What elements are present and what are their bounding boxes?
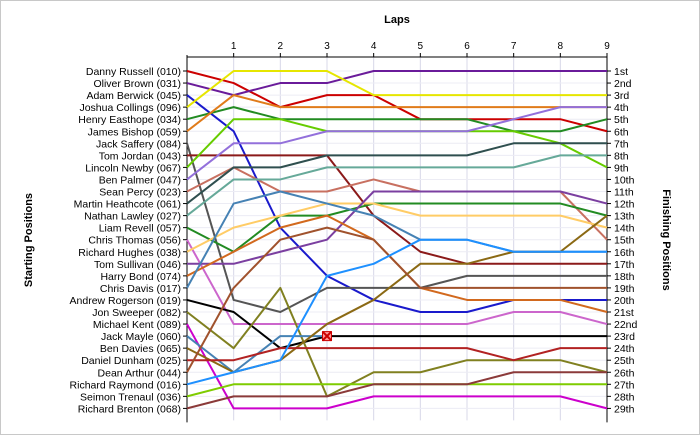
starting-position-label: Tom Sullivan (046) [94,259,181,271]
lap-tick-label: 2 [278,41,284,52]
chart-title: Laps [384,14,410,26]
finishing-position-label: 1st [614,66,628,78]
starting-position-label: Richard Brenton (068) [78,403,181,415]
starting-position-label: Daniel Dunham (025) [81,355,181,367]
series-line [187,347,607,362]
starting-position-label: Lincoln Newby (067) [85,162,181,174]
lap-tick-label: 9 [604,41,610,52]
series-line [186,202,608,253]
finishing-position-label: 13th [614,211,635,223]
chart-labels: 1 2 3 4 5 6 7 8 9 Danny Russell (010)Oliver Brown… [70,41,638,415]
finishing-position-label: 22nd [614,319,638,331]
finishing-position-label: 10th [614,174,635,186]
starting-position-label: Michael Kent (089) [93,319,181,331]
starting-position-label: Jack Saffery (084) [96,138,181,150]
finishing-position-label: 15th [614,235,635,247]
starting-position-label: Dean Arthur (044) [98,367,181,379]
starting-position-label: Chris Thomas (056) [88,235,181,247]
starting-position-label: Seimon Trenaul (036) [80,391,181,403]
series-line [186,226,607,373]
series-line [186,286,608,398]
series-line [186,70,607,108]
series-line [186,106,608,133]
finishing-position-label: 23rd [614,331,635,343]
finishing-position-label: 7th [614,138,629,150]
finishing-position-label: 19th [614,283,635,295]
series-line [187,190,608,265]
finishing-position-label: 8th [614,150,629,162]
finishing-position-label: 11th [614,187,634,199]
starting-position-label: Liam Revell (057) [99,223,181,235]
starting-position-label: Harry Bond (074) [100,271,181,283]
starting-position-label: Nathan Lawley (027) [84,211,181,223]
series-line [186,94,607,133]
finishing-position-label: 28th [614,391,635,403]
series-line [186,238,607,386]
lap-tick-label: 4 [371,41,377,52]
series-line [186,154,607,217]
series-line [187,154,607,265]
starting-position-label: Henry Easthope (034) [78,114,181,126]
lap-tick-label: 8 [558,41,564,52]
series-line [186,371,607,410]
retired-marker-cross [321,330,333,342]
finishing-position-label: 24th [614,343,635,355]
lap-tick-label: 7 [511,41,517,52]
finishing-position-label: 27th [614,379,635,391]
finishing-position-label: 18th [614,271,635,283]
finishing-position-label: 20th [614,295,635,307]
series-line [186,106,607,181]
lap-tick-label: 5 [418,41,424,52]
finishing-position-label: 26th [614,367,635,379]
starting-position-label: Oliver Brown (031) [93,78,181,90]
starting-position-label: Joshua Collings (096) [79,102,181,114]
finishing-position-label: 6th [614,126,629,138]
starting-position-label: Jon Sweeper (082) [92,307,181,319]
lap-tick-label: 6 [464,41,470,52]
finishing-position-label: 17th [614,259,635,271]
series-line [186,202,608,253]
finishing-position-label: 16th [614,247,635,259]
starting-position-label: Richard Raymond (016) [70,379,181,391]
series-line [186,143,607,313]
starting-position-label: Richard Hughes (038) [78,247,181,259]
starting-position-label: Danny Russell (010) [86,66,181,78]
lap-tick-label: 3 [324,41,330,52]
series-line [186,323,608,410]
starting-position-label: Jack Mayle (060) [101,331,181,343]
starting-position-label: Sean Percy (023) [99,187,181,199]
starting-position-label: Tom Jordan (043) [99,150,181,162]
y-axis-label-left: Starting Positions [23,193,35,287]
finishing-position-label: 25th [614,355,635,367]
finishing-position-label: 9th [614,162,629,174]
series-line [186,298,607,350]
starting-position-label: James Bishop (059) [88,126,181,138]
starting-position-label: Andrew Rogerson (019) [70,295,181,307]
starting-position-label: Ben Davies (065) [100,343,181,355]
finishing-position-label: 4th [614,102,629,114]
starting-position-label: Martin Heathcote (061) [74,199,181,211]
finishing-position-label: 21st [614,307,634,319]
finishing-position-label: 29th [614,403,635,415]
starting-position-label: Ben Palmer (047) [99,174,181,186]
finishing-position-label: 12th [614,199,635,211]
finishing-position-label: 14th [614,223,635,235]
y-axis-label-right: Finishing Positions [660,189,672,290]
series-line [186,239,608,326]
chart-series [186,70,608,410]
finishing-position-label: 3rd [614,90,629,102]
starting-position-label: Chris Davis (017) [100,283,181,295]
series-line [186,70,607,97]
finishing-position-label: 2nd [614,78,632,90]
starting-position-label: Adam Berwick (045) [86,90,181,102]
series-line [186,142,607,205]
lap-tick-label: 1 [231,41,237,52]
finishing-position-label: 5th [614,114,629,126]
